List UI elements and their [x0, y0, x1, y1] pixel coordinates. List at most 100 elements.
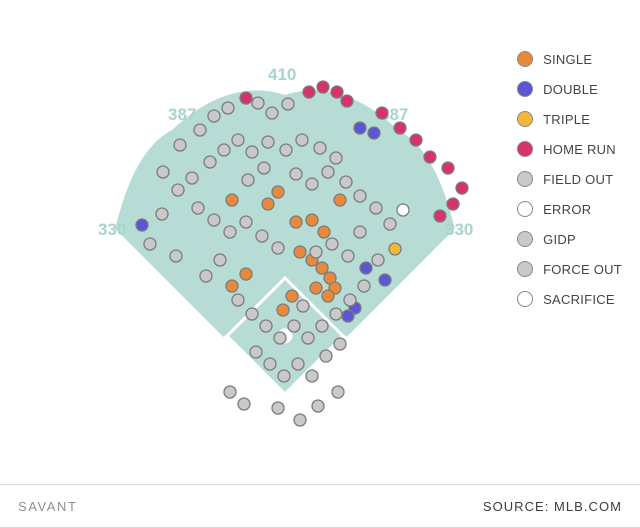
hit-point: [170, 250, 182, 262]
legend-row: SACRIFICE: [517, 284, 622, 314]
legend-label: HOME RUN: [543, 142, 616, 157]
hit-point: [246, 146, 258, 158]
hit-point: [156, 208, 168, 220]
hit-point: [222, 102, 234, 114]
legend: SINGLEDOUBLETRIPLEHOME RUNFIELD OUTERROR…: [517, 44, 622, 314]
hit-point: [447, 198, 459, 210]
hit-point: [290, 216, 302, 228]
hit-point: [370, 202, 382, 214]
hit-point: [272, 402, 284, 414]
hit-point: [278, 370, 290, 382]
hit-point: [240, 268, 252, 280]
hit-point: [224, 226, 236, 238]
hit-point: [238, 398, 250, 410]
legend-label: TRIPLE: [543, 112, 590, 127]
legend-swatch: [517, 291, 533, 307]
hit-point: [376, 107, 388, 119]
hit-point: [326, 238, 338, 250]
hit-point: [272, 186, 284, 198]
hit-point: [280, 144, 292, 156]
legend-swatch: [517, 141, 533, 157]
hit-point: [312, 400, 324, 412]
spray-chart-card: 330387410387330 SINGLEDOUBLETRIPLEHOME R…: [0, 0, 640, 528]
hit-point: [330, 308, 342, 320]
hit-point: [354, 226, 366, 238]
legend-label: GIDP: [543, 232, 576, 247]
footer-source: SOURCE: MLB.COM: [483, 499, 622, 514]
hit-point: [292, 358, 304, 370]
hit-point: [214, 254, 226, 266]
hit-point: [262, 136, 274, 148]
hit-point: [434, 210, 446, 222]
footer-brand: SAVANT: [18, 499, 77, 514]
hit-point: [277, 304, 289, 316]
legend-label: SINGLE: [543, 52, 592, 67]
hit-point: [342, 310, 354, 322]
legend-swatch: [517, 231, 533, 247]
hit-point: [136, 219, 148, 231]
hit-point: [344, 294, 356, 306]
hit-point: [310, 282, 322, 294]
hit-point: [334, 338, 346, 350]
hit-point: [274, 332, 286, 344]
hit-point: [297, 300, 309, 312]
hit-point: [384, 218, 396, 230]
hit-point: [192, 202, 204, 214]
hit-point: [264, 358, 276, 370]
distance-label: 410: [268, 65, 296, 84]
legend-swatch: [517, 201, 533, 217]
hit-point: [172, 184, 184, 196]
hit-point: [372, 254, 384, 266]
hit-point: [290, 168, 302, 180]
legend-label: FORCE OUT: [543, 262, 622, 277]
hit-point: [424, 151, 436, 163]
hit-point: [294, 246, 306, 258]
hit-point: [252, 97, 264, 109]
hit-point: [330, 152, 342, 164]
legend-row: TRIPLE: [517, 104, 622, 134]
hit-point: [306, 214, 318, 226]
hit-point: [294, 414, 306, 426]
hit-point: [316, 262, 328, 274]
hit-point: [288, 320, 300, 332]
legend-label: DOUBLE: [543, 82, 598, 97]
footer: SAVANT SOURCE: MLB.COM: [0, 484, 640, 528]
hit-point: [320, 350, 332, 362]
hit-point: [174, 139, 186, 151]
hit-point: [316, 320, 328, 332]
legend-row: HOME RUN: [517, 134, 622, 164]
hit-point: [250, 346, 262, 358]
hit-point: [260, 320, 272, 332]
hit-point: [232, 294, 244, 306]
hit-point: [379, 274, 391, 286]
hit-point: [442, 162, 454, 174]
hit-point: [246, 308, 258, 320]
hit-point: [322, 290, 334, 302]
hit-point: [360, 262, 372, 274]
hit-point: [258, 162, 270, 174]
hit-point: [397, 204, 409, 216]
legend-label: SACRIFICE: [543, 292, 615, 307]
legend-label: ERROR: [543, 202, 591, 217]
hit-point: [266, 107, 278, 119]
hit-point: [194, 124, 206, 136]
hit-point: [340, 176, 352, 188]
hit-point: [200, 270, 212, 282]
hit-point: [341, 95, 353, 107]
hit-point: [240, 92, 252, 104]
distance-label: 330: [98, 220, 126, 239]
hit-point: [286, 290, 298, 302]
hit-point: [314, 142, 326, 154]
hit-point: [302, 332, 314, 344]
hit-point: [242, 174, 254, 186]
hit-point: [389, 243, 401, 255]
legend-row: FORCE OUT: [517, 254, 622, 284]
hit-point: [208, 214, 220, 226]
legend-row: SINGLE: [517, 44, 622, 74]
hit-point: [240, 216, 252, 228]
legend-row: GIDP: [517, 224, 622, 254]
hit-point: [226, 280, 238, 292]
legend-swatch: [517, 261, 533, 277]
hit-point: [282, 98, 294, 110]
hit-point: [218, 144, 230, 156]
